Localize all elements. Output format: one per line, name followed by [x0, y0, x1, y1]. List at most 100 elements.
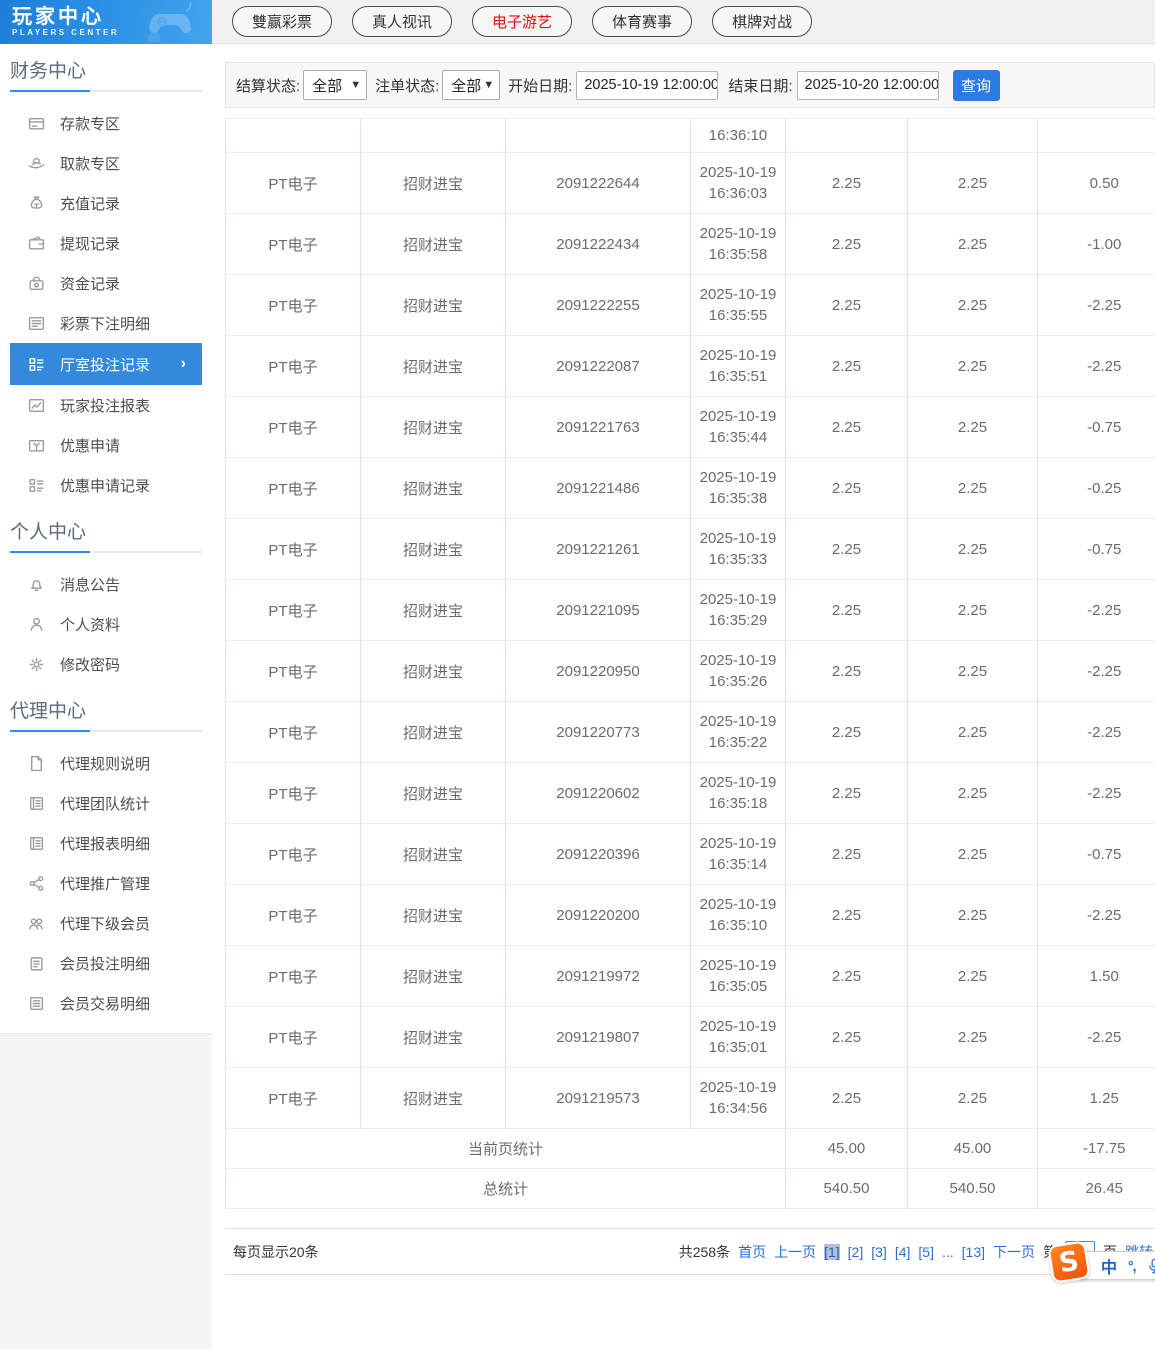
sogou-ime-logo[interactable]: S	[1047, 1240, 1091, 1284]
sidebar-item[interactable]: 修改密码	[0, 644, 212, 684]
order-number-cell: 2091222644	[505, 152, 691, 214]
valid-bet-cell: 2.25	[907, 945, 1038, 1007]
pagination-bar: 每页显示20条 共258条 首页 上一页 [1] [2] [3] [4] [5]... [13…	[225, 1228, 1155, 1275]
page-link-current[interactable]: [1]	[824, 1243, 840, 1260]
sidebar-item[interactable]: 代理报表明细	[0, 823, 212, 863]
sidebar-item[interactable]: 会员投注明细	[0, 943, 212, 983]
game-category-tabbar: 雙赢彩票 真人视讯 电子游艺 体育赛事 棋牌对战	[212, 0, 1155, 44]
bet-time: 16:35:22	[708, 734, 768, 751]
deposit-card-icon	[28, 117, 45, 130]
valid-bet-cell: 2.25	[907, 1006, 1038, 1068]
bet-time: 16:34:56	[708, 1100, 768, 1117]
next-page-link[interactable]: 下一页	[993, 1243, 1035, 1260]
sidebar-item[interactable]: 厅室投注记录 ›	[10, 343, 202, 385]
sidebar-item-label: 代理下级会员	[60, 915, 151, 933]
bet-date: 2025-10-19	[699, 530, 777, 547]
table-row: PT电子 招财进宝 2091219972 2025-10-19 16:35:05 2.25…	[225, 945, 1155, 1007]
people-icon	[29, 917, 43, 930]
sidebar-item-label: 修改密码	[60, 656, 121, 674]
tab-game-category-1[interactable]: 真人视讯	[352, 6, 453, 37]
sidebar-item[interactable]: 个人资料	[0, 604, 212, 644]
sidebar-item[interactable]: 优惠申请记录	[0, 465, 212, 505]
sidebar-item[interactable]: 玩家投注报表	[0, 385, 212, 425]
tab-game-category-0[interactable]: 雙赢彩票	[232, 6, 333, 37]
table-row: PT电子 招财进宝 2091219573 2025-10-19 16:34:56 2.25…	[225, 1067, 1155, 1129]
section-underline	[10, 551, 202, 553]
platform-cell: PT电子	[225, 762, 361, 824]
sidebar-item[interactable]: 代理下级会员	[0, 903, 212, 943]
settle-status-select[interactable]: 全部 ▼	[303, 70, 368, 100]
bet-time: 16:35:05	[708, 978, 768, 995]
game-cell: 招财进宝	[360, 274, 506, 336]
page-link[interactable]: [3]	[871, 1243, 887, 1260]
bet-amount-cell: 2.25	[785, 1067, 908, 1129]
start-date-input[interactable]	[576, 70, 719, 100]
valid-bet-cell: 2.25	[907, 823, 1038, 885]
tab-game-category-2[interactable]: 电子游艺	[472, 6, 573, 37]
sidebar-item[interactable]: 代理规则说明	[0, 743, 212, 783]
valid-bet-cell: 2.25	[907, 152, 1038, 214]
table-row: PT电子 招财进宝 2091220200 2025-10-19 16:35:10 2.25…	[225, 884, 1155, 946]
sidebar-section-title: 代理中心	[10, 701, 87, 722]
first-page-link[interactable]: 首页	[738, 1243, 767, 1260]
winloss-cell: -2.25	[1037, 701, 1155, 763]
bet-date: 2025-10-19	[699, 225, 777, 242]
page-link[interactable]: [2]	[847, 1243, 864, 1260]
sidebar-item[interactable]: 取款专区	[0, 143, 212, 183]
bet-time: 16:35:33	[708, 551, 768, 568]
page-link[interactable]: [5]	[918, 1243, 934, 1260]
search-button[interactable]: 查询	[952, 69, 1000, 101]
sidebar-item[interactable]: 代理推广管理	[0, 863, 212, 903]
sidebar-item[interactable]: 存款专区	[0, 103, 212, 143]
stats-label-cell: 总统计	[225, 1168, 786, 1209]
bet-time-cell: 2025-10-19 16:35:14	[690, 823, 786, 885]
bell-icon	[31, 579, 42, 591]
sidebar-item-label: 资金记录	[60, 275, 121, 293]
bet-date: 2025-10-19	[699, 1079, 777, 1096]
order-number-cell: 2091220396	[505, 823, 691, 885]
sidebar-item[interactable]: 优惠申请	[0, 425, 212, 465]
sidebar-section-title: 个人中心	[10, 522, 87, 543]
prev-page-link[interactable]: 上一页	[774, 1243, 817, 1260]
ime-punctuation-toggle[interactable]: °,	[1128, 1257, 1136, 1274]
bet-amount-cell: 2.25	[785, 762, 908, 824]
sidebar-item[interactable]: 充值记录	[0, 183, 212, 223]
winloss-cell: -0.25	[1037, 457, 1155, 519]
valid-bet-cell: 2.25	[907, 457, 1038, 519]
gear-icon	[29, 657, 44, 671]
sidebar-item[interactable]: 彩票下注明细	[0, 303, 212, 343]
winloss-cell: -0.75	[1037, 396, 1155, 458]
valid-bet-cell: 2.25	[907, 518, 1038, 580]
game-cell: 招财进宝	[360, 457, 506, 519]
sidebar-item-label: 玩家投注报表	[60, 397, 151, 415]
ime-language-toggle[interactable]: 中	[1101, 1259, 1118, 1277]
page-size-label: 每页显示20条	[233, 1243, 319, 1260]
bet-time-cell: 2025-10-19 16:35:51	[690, 335, 786, 397]
sidebar-item[interactable]: 会员交易明细	[0, 983, 212, 1023]
page-stats-row: 当前页统计 45.00 45.00 -17.75	[225, 1128, 1155, 1169]
report-icon	[29, 836, 44, 850]
sidebar-item[interactable]: 代理团队统计	[0, 783, 212, 823]
table-row-partial: 16:36:10	[225, 118, 1155, 153]
order-status-select[interactable]: 全部 ▼	[442, 70, 501, 100]
sidebar-section-1: 个人中心消息公告 个人资料修改密码	[0, 505, 212, 684]
bet-time-cell: 2025-10-19 16:35:58	[690, 213, 786, 275]
sidebar-item[interactable]: 资金记录	[0, 263, 212, 303]
clipboard-icon	[30, 956, 43, 971]
bet-amount-cell: 2.25	[785, 579, 908, 641]
tab-game-category-3[interactable]: 体育赛事	[592, 6, 693, 37]
microphone-icon[interactable]	[1147, 1258, 1155, 1274]
order-number-cell: 2091222255	[505, 274, 691, 336]
tab-game-category-4[interactable]: 棋牌对战	[712, 6, 813, 37]
sidebar-item[interactable]: 提现记录	[0, 223, 212, 263]
sidebar-item[interactable]: 消息公告	[0, 564, 212, 604]
person-icon	[30, 617, 43, 631]
list-icon	[28, 316, 45, 330]
page-link[interactable]: [13]	[961, 1243, 985, 1260]
page-link[interactable]: [4]	[894, 1243, 911, 1260]
order-number-cell: 2091222087	[505, 335, 691, 397]
end-date-input[interactable]	[796, 70, 939, 100]
sidebar-item-label: 存款专区	[60, 115, 121, 133]
bet-time-cell: 2025-10-19 16:35:29	[690, 579, 786, 641]
platform-cell: PT电子	[225, 396, 361, 458]
